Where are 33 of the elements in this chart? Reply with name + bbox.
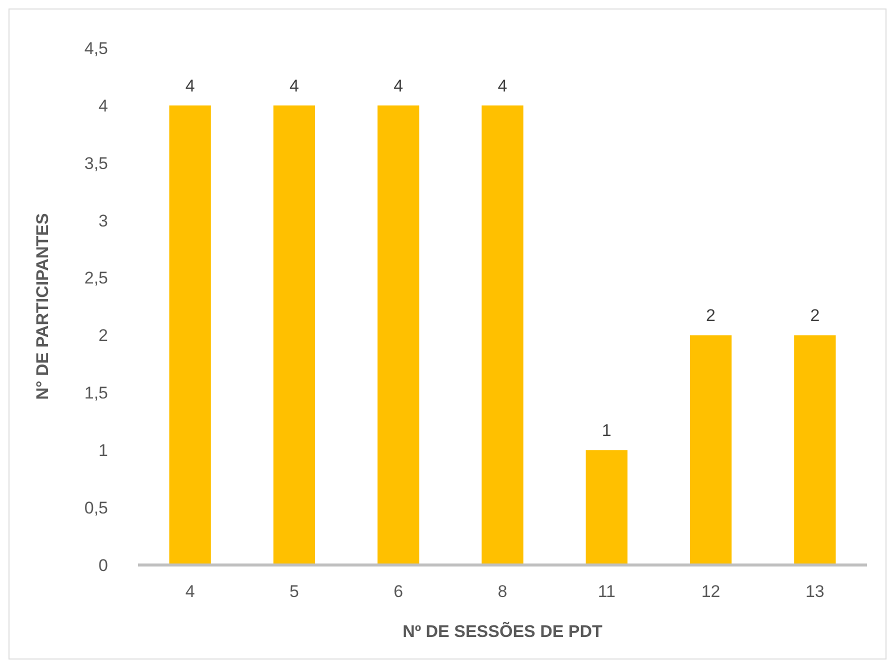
x-axis-title: Nº DE SESSÕES DE PDT	[402, 621, 604, 641]
y-tick-label: 3,5	[84, 154, 108, 173]
x-tick-label: 4	[185, 582, 195, 601]
x-tick-label: 8	[498, 582, 508, 601]
bar	[690, 335, 732, 565]
data-label: 1	[602, 421, 612, 440]
y-tick-label: 3	[98, 211, 108, 230]
x-tick-label: 11	[598, 582, 616, 601]
x-tick-label: 6	[394, 582, 404, 601]
bar	[794, 335, 836, 565]
data-label: 4	[289, 76, 299, 96]
y-tick-label: 2,5	[84, 268, 108, 288]
data-label: 4	[394, 76, 404, 96]
bar	[586, 450, 628, 565]
bar	[378, 105, 420, 565]
x-tick-label: 5	[289, 582, 299, 601]
bar	[273, 105, 316, 565]
y-tick-label: 4	[98, 96, 108, 116]
y-tick-label: 4,5	[84, 38, 108, 58]
x-tick-label: 12	[701, 582, 720, 601]
y-tick-label: 2	[98, 326, 108, 346]
data-label: 4	[498, 76, 508, 96]
y-tick-label: 1,5	[84, 384, 108, 403]
y-tick-label: 1	[98, 441, 108, 460]
y-tick-label: 0,5	[84, 498, 108, 518]
y-tick-label: 0	[98, 556, 108, 575]
y-axis-title: N° DE PARTICIPANTES	[33, 213, 52, 400]
bar	[482, 105, 524, 565]
data-label: 2	[810, 306, 820, 326]
bar	[169, 105, 211, 565]
x-tick-label: 13	[805, 582, 824, 601]
data-label: 4	[185, 76, 195, 96]
data-label: 2	[706, 306, 716, 326]
